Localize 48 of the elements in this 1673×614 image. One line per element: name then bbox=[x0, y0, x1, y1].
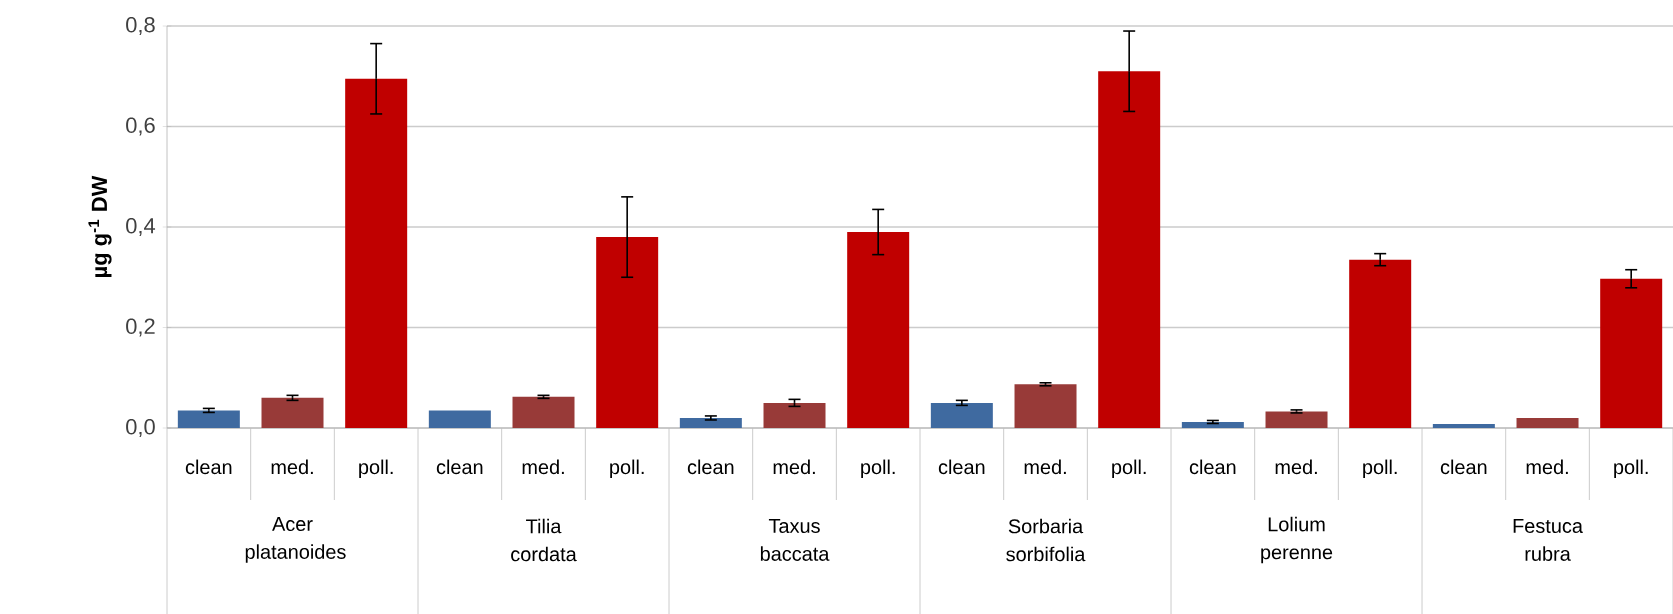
x-tick-label: clean bbox=[185, 459, 232, 475]
bar bbox=[1516, 417, 1579, 428]
x-tick-label: poll. bbox=[1614, 459, 1648, 479]
x-tick-label: poll. bbox=[1112, 459, 1146, 479]
x-tick-label: poll. bbox=[359, 459, 393, 479]
text: Acer platanoides bbox=[245, 517, 346, 563]
bar bbox=[679, 417, 742, 428]
bar bbox=[177, 410, 240, 428]
x-tick-label: clean bbox=[687, 459, 734, 475]
y-tick-label: 0,0 bbox=[126, 418, 155, 438]
bar bbox=[261, 397, 324, 428]
y-axis-title: µg g$^{-1}$ DW bbox=[88, 175, 112, 277]
bar bbox=[512, 396, 575, 428]
bar bbox=[847, 232, 910, 428]
bar bbox=[763, 402, 826, 428]
bar bbox=[428, 410, 491, 428]
x-tick-label: clean bbox=[938, 459, 985, 475]
y-tick-label: 0,2 bbox=[126, 318, 155, 337]
x-tick-label: med. bbox=[773, 459, 815, 475]
bar bbox=[1349, 259, 1412, 428]
text: Festuca rubra bbox=[1513, 519, 1583, 561]
x-tick-label: med. bbox=[271, 459, 313, 475]
text: Sorbaria sorbifolia bbox=[1006, 518, 1086, 562]
x-tick-label: clean bbox=[1189, 459, 1236, 475]
bar bbox=[930, 402, 993, 428]
x-tick-label: med. bbox=[1526, 459, 1568, 475]
y-tick-label: 0,8 bbox=[126, 16, 155, 36]
x-tick-label: med. bbox=[1275, 459, 1317, 475]
bar bbox=[1098, 71, 1161, 428]
x-tick-label: poll. bbox=[1363, 459, 1397, 479]
x-tick-label: clean bbox=[436, 459, 483, 475]
y-tick-label: 0,6 bbox=[126, 117, 155, 136]
text: Taxus baccata bbox=[760, 519, 830, 561]
text: Lolium perenne bbox=[1261, 516, 1333, 564]
y-tick-label: 0,4 bbox=[126, 217, 156, 237]
bar bbox=[1181, 421, 1244, 428]
x-tick-label: poll. bbox=[610, 459, 644, 479]
x-tick-label: clean bbox=[1440, 459, 1487, 475]
x-tick-label: med. bbox=[522, 459, 564, 475]
bar bbox=[1265, 411, 1328, 428]
bar bbox=[345, 78, 408, 428]
text: Tilia cordata bbox=[511, 518, 577, 562]
x-tick-label: med. bbox=[1024, 459, 1066, 475]
bar bbox=[1432, 423, 1495, 428]
bar bbox=[1600, 278, 1663, 428]
x-tick-label: poll. bbox=[861, 459, 895, 479]
bar bbox=[596, 237, 659, 428]
bar bbox=[1014, 384, 1077, 428]
